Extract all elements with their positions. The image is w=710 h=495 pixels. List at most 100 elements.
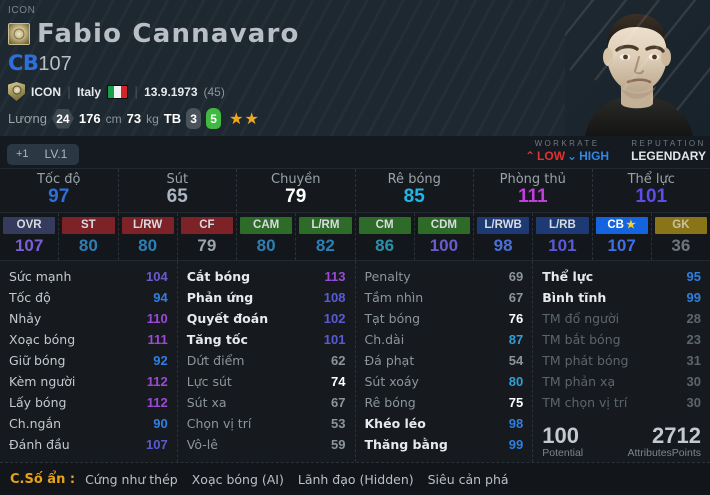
position-cell-l-rm[interactable]: L/RM 82 xyxy=(296,213,356,260)
main-stat-label: Thể lực xyxy=(627,172,675,187)
attribute-name: Xoạc bóng xyxy=(9,332,76,347)
main-stats-row: Tốc độ 97 Sút 65 Chuyền 79 Rê bóng 85 Phòng thủ 1… xyxy=(0,168,710,213)
position-rating-value: 107 xyxy=(607,236,636,255)
attribute-name: Lấy bóng xyxy=(9,395,67,410)
position-cell-cf[interactable]: CF 79 xyxy=(178,213,237,260)
attribute-name: Tạt bóng xyxy=(364,311,421,326)
hidden-trait-item[interactable]: Cứng như thép xyxy=(85,471,178,487)
primary-position: CB xyxy=(8,51,39,75)
attribute-name: Sút xa xyxy=(186,395,227,410)
main-stat-label: Chuyền xyxy=(271,172,321,187)
main-stat-label: Tốc độ xyxy=(37,172,81,187)
position-rating-value: 82 xyxy=(315,236,335,255)
skill-moves-badge: 5 xyxy=(206,108,222,129)
level-upgrade-button[interactable]: +1 LV.1 xyxy=(7,144,80,165)
attribute-value: 54 xyxy=(508,353,524,368)
main-stat-0: Tốc độ 97 xyxy=(0,169,119,212)
attribute-name: Tăng tốc xyxy=(186,332,248,347)
attribute-points-value: 2712 xyxy=(652,423,701,448)
attribute-row: TM đổ người 28 xyxy=(542,308,701,329)
attribute-points-block: 2712 AttributesPoints xyxy=(627,423,701,460)
main-stat-label: Phòng thủ xyxy=(499,172,566,187)
attribute-value: 28 xyxy=(686,311,701,326)
position-rating-value: 100 xyxy=(429,236,459,255)
position-rating-row: CB 107 xyxy=(8,51,710,76)
position-chip-label: GK xyxy=(672,219,690,231)
workrate-reputation-strip: WORKRATE ⌃ LOW ⌄ HIGH REPUTATION LEGENDA… xyxy=(525,139,706,163)
attribute-name: TM phản xạ xyxy=(542,374,616,389)
club-shield-icon xyxy=(8,82,25,101)
main-stat-1: Sút 65 xyxy=(119,169,237,212)
attribute-row: Ch.dài 87 xyxy=(365,329,524,350)
birthdate: 13.9.1973 xyxy=(144,84,198,99)
position-chip-label: CB xyxy=(607,219,624,231)
star-rating: ★ ★ xyxy=(229,108,259,128)
position-chip-label: L/RM xyxy=(311,219,340,231)
weight-unit: kg xyxy=(146,111,159,126)
position-cell-l-rwb[interactable]: L/RWB 98 xyxy=(474,213,534,260)
position-rating-value: 107 xyxy=(14,236,44,255)
attribute-row: Chọn vị trí 53 xyxy=(187,413,346,434)
attribute-row: Phản ứng 108 xyxy=(187,287,346,308)
attributes-column-2: Cắt bóng 113 Phản ứng 108 Quyết đoán 102 Tăng … xyxy=(178,261,356,462)
attribute-value: 112 xyxy=(146,374,168,389)
position-cell-cb[interactable]: CB ★ 107 xyxy=(593,213,652,260)
attribute-row: Thể lực 95 xyxy=(542,266,701,287)
workrate-block: WORKRATE ⌃ LOW ⌄ HIGH xyxy=(525,139,609,163)
attribute-name: Thăng bằng xyxy=(364,437,448,452)
position-cell-ovr[interactable]: OVR 107 xyxy=(0,213,60,260)
meta-separator-1: | xyxy=(67,84,72,99)
position-cell-cam[interactable]: CAM 80 xyxy=(237,213,297,260)
attribute-name: Thể lực xyxy=(542,269,594,284)
attribute-name: Tầm nhìn xyxy=(364,290,424,305)
attribute-value: 69 xyxy=(508,269,524,284)
workrate-caption: WORKRATE xyxy=(534,139,600,148)
hidden-trait-item[interactable]: Siêu cản phá xyxy=(427,471,509,487)
position-chip: CB ★ xyxy=(595,217,648,234)
position-cell-l-rb[interactable]: L/RB 101 xyxy=(533,213,593,260)
attribute-name: Cắt bóng xyxy=(186,269,251,284)
attribute-value: 108 xyxy=(323,290,346,305)
workrate-values: ⌃ LOW ⌄ HIGH xyxy=(525,149,609,163)
attribute-row: Lực sút 74 xyxy=(187,371,346,392)
attribute-row: Lấy bóng 112 xyxy=(9,392,168,413)
attribute-value: 94 xyxy=(153,290,168,305)
attribute-name: Đánh đầu xyxy=(9,437,70,452)
position-cell-gk[interactable]: GK 36 xyxy=(652,213,710,260)
attribute-value: 107 xyxy=(146,437,168,452)
position-cell-cdm[interactable]: CDM 100 xyxy=(415,213,474,260)
position-rating-value: 80 xyxy=(138,236,158,255)
hidden-trait-item[interactable]: Xoạc bóng (AI) xyxy=(191,471,284,487)
position-chip-label: CAM xyxy=(253,219,280,231)
position-cell-l-rw[interactable]: L/RW 80 xyxy=(119,213,178,260)
attribute-name: Phản ứng xyxy=(186,290,254,305)
attribute-name: Ch.dài xyxy=(364,332,405,347)
position-cell-st[interactable]: ST 80 xyxy=(59,213,119,260)
position-rating-value: 80 xyxy=(78,236,98,255)
position-chip: GK xyxy=(654,217,707,234)
attribute-value: 67 xyxy=(331,395,346,410)
attribute-points-label: AttributesPoints xyxy=(627,447,701,459)
hidden-trait-item[interactable]: Lãnh đạo (Hidden) xyxy=(297,471,414,487)
attribute-row: Tầm nhìn 67 xyxy=(365,287,524,308)
player-name: Fabio Cannavaro xyxy=(37,19,300,49)
attribute-name: Lực sút xyxy=(186,374,232,389)
preferred-foot-label: TB xyxy=(163,111,182,126)
reputation-caption: REPUTATION xyxy=(631,139,706,148)
attribute-row: Bình tĩnh 99 xyxy=(542,287,701,308)
attribute-value: 113 xyxy=(324,269,346,284)
level-value: LV.1 xyxy=(44,147,68,161)
nation-label: Italy xyxy=(77,84,102,99)
wage-label: Lương xyxy=(8,111,47,126)
attribute-row: Vô-lê 59 xyxy=(187,434,346,455)
main-stat-value: 79 xyxy=(285,186,307,207)
attribute-value: 53 xyxy=(331,416,346,431)
position-cell-cm[interactable]: CM 86 xyxy=(356,213,415,260)
icon-emblem-icon xyxy=(8,23,30,45)
position-chip: L/RM xyxy=(299,217,352,234)
attributes-column-1: Sức mạnh 104 Tốc độ 94 Nhảy 110 Xoạc bóng 111 Gi… xyxy=(0,261,178,462)
star-icon-2: ★ xyxy=(244,108,259,128)
attribute-name: Khéo léo xyxy=(364,416,426,431)
attribute-value: 87 xyxy=(508,332,524,347)
attribute-value: 67 xyxy=(508,290,524,305)
